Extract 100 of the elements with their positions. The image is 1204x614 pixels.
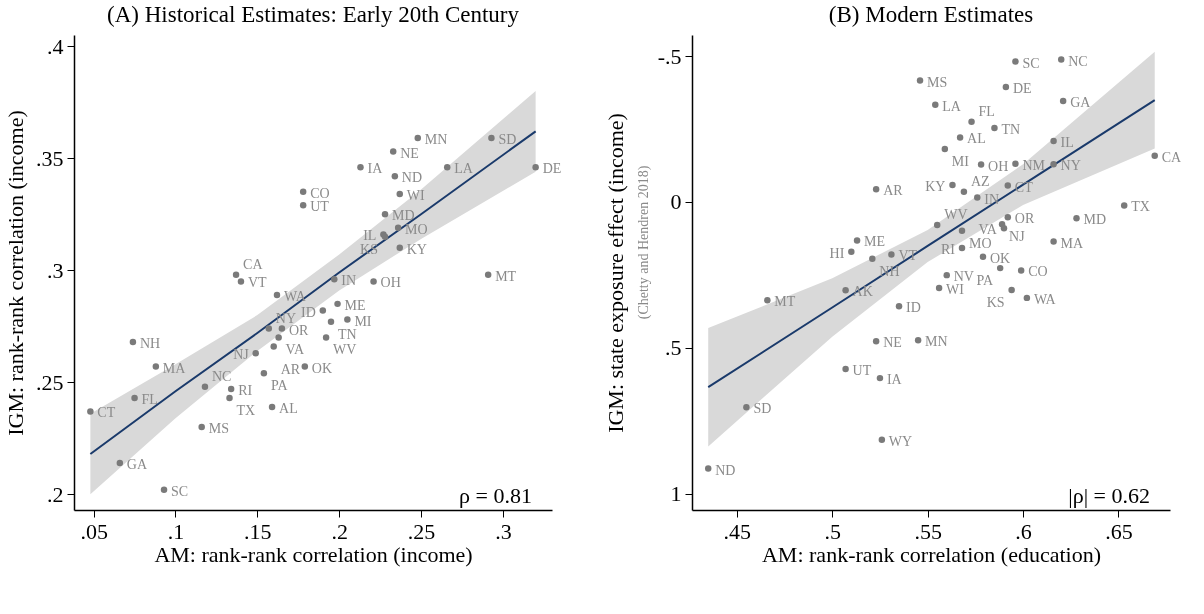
annotation: AR (280, 362, 301, 378)
annotation: |ρ| = 0.62 (1068, 483, 1150, 508)
annotation: WY (888, 433, 913, 449)
annotation: WI (406, 188, 425, 204)
chart-title: (B) Modern Estimates (828, 2, 1034, 27)
x-tick-label: .2 (331, 518, 348, 544)
x-tick-label: .1 (167, 518, 185, 544)
annotation: WA (1033, 291, 1057, 307)
annotation: FL (141, 391, 158, 407)
annotation: NJ (1009, 229, 1026, 245)
annotation: WA (283, 288, 307, 304)
x-tick-label: .5 (824, 518, 841, 544)
x-axis-title: AM: rank-rank correlation (income) (154, 541, 473, 567)
annotation: MI (951, 154, 970, 170)
annotation: ME (864, 234, 886, 250)
annotation: IN (984, 191, 1000, 207)
annotation: PA (270, 378, 289, 394)
y-tick-label: .2 (47, 481, 64, 507)
annotation: TX (1131, 199, 1150, 215)
x-tick-label: .3 (495, 518, 512, 544)
annotation: ID (906, 300, 921, 316)
annotation: OH (380, 275, 401, 291)
annotation: SD (753, 401, 772, 417)
annotation: ND (715, 462, 736, 478)
annotation: OK (990, 250, 1011, 266)
annotation: CO (1028, 264, 1048, 280)
y-tick-label: 1 (670, 481, 682, 507)
annotation: RI (941, 241, 956, 257)
annotation: NY (1060, 158, 1081, 174)
annotation: MT (495, 268, 517, 284)
annotation: SC (171, 483, 189, 499)
annotation: NE (400, 145, 419, 161)
annotation: NC (211, 368, 232, 384)
annotation: HI (829, 245, 845, 261)
annotation: WV (944, 206, 968, 222)
annotation: KS (986, 295, 1005, 311)
annotation: AL (967, 131, 986, 147)
y-tick-label: .3 (47, 257, 64, 283)
annotation: DE (542, 161, 562, 177)
x-tick-label: .05 (80, 518, 108, 544)
annotation: SC (1022, 55, 1040, 71)
annotation: UT (310, 199, 330, 215)
annotation: OH (988, 158, 1009, 174)
annotation: NC (1068, 53, 1088, 69)
y-tick-label: 0 (670, 189, 682, 215)
x-tick-label: .45 (723, 518, 752, 544)
annotation: MS (208, 421, 229, 437)
annotation: VA (978, 222, 998, 238)
annotation: MD (392, 208, 415, 224)
y-tick-label: .25 (36, 369, 64, 395)
x-tick-label: .15 (244, 518, 272, 544)
annotation: PA (976, 273, 995, 289)
y-tick-label: -.5 (657, 43, 682, 69)
annotation: WV (333, 342, 357, 358)
y-axis-title: IGM: state exposure effect (income) (602, 113, 628, 433)
annotation: MD (1083, 212, 1107, 228)
annotation: NE (883, 335, 902, 351)
annotation: TN (1001, 122, 1021, 138)
annotation: VT (247, 275, 268, 291)
annotation: LA (454, 161, 474, 177)
annotation: MO (405, 221, 428, 237)
annotation: IA (367, 161, 384, 177)
y-tick-label: .35 (36, 145, 64, 171)
annotation: TN (338, 326, 357, 342)
annotation: CT (97, 405, 116, 421)
annotation: MI (354, 313, 372, 329)
annotation: CA (1161, 149, 1183, 165)
x-tick-label: .25 (407, 518, 436, 544)
annotation: IL (1060, 134, 1074, 150)
annotation: NJ (233, 347, 250, 363)
annotation: OK (311, 360, 333, 376)
annotation: MA (1060, 235, 1085, 251)
annotation: UT (852, 363, 872, 379)
annotation: MT (774, 294, 796, 310)
annotation: SD (498, 132, 517, 148)
chart-title: (A) Historical Estimates: Early 20th Century (107, 2, 520, 27)
annotation: DE (1012, 80, 1032, 96)
annotation: ND (401, 170, 423, 186)
x-axis-title: AM: rank-rank correlation (education) (761, 541, 1102, 567)
annotation: IL (363, 228, 377, 244)
annotation: MS (927, 74, 948, 90)
annotation: MN (424, 132, 448, 148)
annotation: IN (341, 273, 357, 289)
annotation: ME (344, 297, 366, 313)
annotation: GA (1070, 94, 1092, 110)
x-tick-label: .55 (914, 518, 942, 544)
annotation: AZ (970, 173, 990, 189)
annotation: RI (238, 383, 253, 399)
annotation: CO (310, 185, 330, 201)
annotation: ρ = 0.81 (459, 483, 532, 508)
annotation: GA (126, 456, 148, 472)
y-tick-label: .4 (47, 33, 64, 59)
annotation: MN (925, 334, 948, 350)
y-tick-label: .5 (665, 335, 682, 361)
annotation: AL (279, 400, 298, 416)
text: (Chetty and Hendren 2018) (636, 165, 652, 320)
annotation: AK (852, 284, 873, 300)
annotation: NH (139, 335, 161, 351)
x-tick-label: .65 (1105, 518, 1133, 544)
annotation: TX (236, 402, 256, 418)
